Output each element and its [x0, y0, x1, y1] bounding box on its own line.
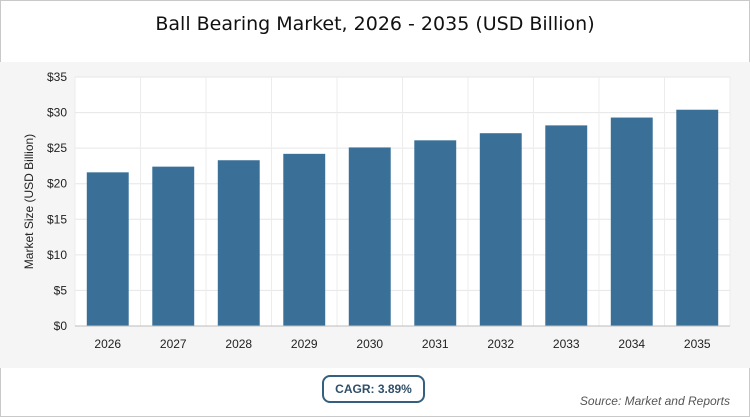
y-tick-label: $5: [54, 283, 68, 297]
bar-2031: [414, 140, 457, 326]
x-tick-label: 2035: [684, 337, 711, 351]
bar-2029: [283, 153, 326, 326]
bar-chart: $0 $5 $10 $15 $20 $25 $30 $35 2026 2027 2028 2029 20…: [22, 70, 731, 351]
bar-2034: [610, 117, 653, 327]
bar-2030: [348, 147, 391, 326]
y-tick-label: $20: [47, 177, 67, 191]
y-tick-label: $35: [47, 70, 67, 84]
cagr-badge: CAGR: 3.89%: [322, 375, 425, 403]
y-tick-label: $0: [54, 319, 68, 333]
source-note: Source: Market and Reports: [579, 394, 730, 408]
bar-2026: [86, 172, 129, 326]
bar-2035: [676, 109, 719, 327]
x-tick-label: 2032: [487, 337, 514, 351]
x-tick-label: 2033: [553, 337, 580, 351]
bar-2028: [217, 160, 260, 326]
y-tick-label: $30: [47, 106, 67, 120]
chart-title: Ball Bearing Market, 2026 - 2035 (USD Bi…: [155, 13, 595, 35]
y-tick-label: $15: [47, 212, 67, 226]
y-tick-label: $25: [47, 141, 67, 155]
x-tick-label: 2026: [94, 337, 121, 351]
x-tick-label: 2034: [618, 337, 645, 351]
bar-2027: [152, 166, 195, 326]
plot-panel: $0 $5 $10 $15 $20 $25 $30 $35 2026 2027 2028 2029 20…: [0, 62, 750, 368]
bar-2033: [545, 125, 588, 327]
x-tick-label: 2029: [291, 337, 318, 351]
x-tick-label: 2030: [356, 337, 383, 351]
bar-2032: [479, 133, 522, 326]
x-tick-label: 2028: [225, 337, 252, 351]
x-tick-label: 2031: [422, 337, 449, 351]
x-tick-label: 2027: [160, 337, 187, 351]
y-axis-label: Market Size (USD Billion): [22, 134, 36, 269]
y-tick-label: $10: [47, 248, 67, 262]
